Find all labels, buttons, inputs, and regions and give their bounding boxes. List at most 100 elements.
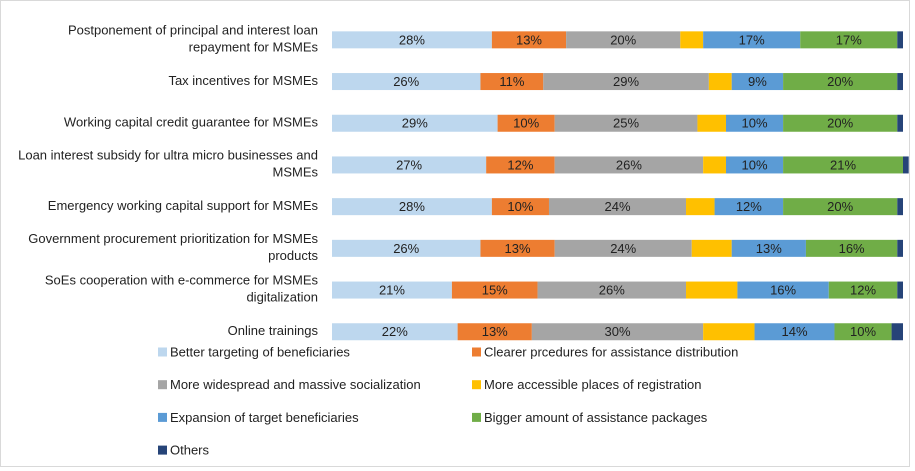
bar-segment bbox=[897, 239, 903, 257]
bar-segment bbox=[783, 73, 898, 91]
data-label: 27% bbox=[396, 157, 422, 172]
legend-label: Bigger amount of assistance packages bbox=[484, 410, 708, 425]
data-label: 26% bbox=[599, 282, 625, 297]
data-label: 10% bbox=[742, 157, 768, 172]
bar-segment bbox=[691, 239, 732, 257]
bar-segment bbox=[783, 156, 903, 174]
bar-segment bbox=[714, 198, 784, 216]
data-label: 13% bbox=[756, 241, 782, 256]
category-label: Postponement of principal and interest l… bbox=[68, 23, 319, 55]
data-label: 28% bbox=[399, 199, 425, 214]
legend-swatch bbox=[158, 445, 167, 455]
bar-segment bbox=[548, 198, 687, 216]
data-label: 29% bbox=[613, 74, 639, 89]
bar-segment bbox=[897, 198, 903, 216]
bar-segment bbox=[486, 156, 555, 174]
bar-segment bbox=[491, 198, 549, 216]
bar-segment bbox=[697, 114, 726, 132]
bar-segment bbox=[731, 239, 806, 257]
bar-segment bbox=[554, 239, 692, 257]
data-label: 10% bbox=[850, 324, 876, 339]
data-label: 26% bbox=[393, 241, 419, 256]
bar-segment bbox=[725, 156, 784, 174]
legend-swatch bbox=[158, 380, 167, 390]
legend-swatch bbox=[472, 347, 481, 357]
bar-segment bbox=[554, 114, 698, 132]
category-label: Government procurement prioritization fo… bbox=[28, 231, 318, 263]
bar-segment bbox=[554, 156, 704, 174]
bar-segment bbox=[332, 323, 458, 341]
bar-segment bbox=[897, 114, 903, 132]
bar-segment bbox=[897, 31, 903, 49]
data-label: 29% bbox=[402, 116, 428, 131]
bar-segment bbox=[897, 73, 903, 91]
bar-segment bbox=[451, 281, 538, 299]
bar-segment bbox=[480, 73, 544, 91]
bar-segment bbox=[834, 323, 892, 341]
data-label: 28% bbox=[399, 32, 425, 47]
data-label: 20% bbox=[610, 32, 636, 47]
bar-segment bbox=[897, 281, 903, 299]
data-label: 11% bbox=[499, 74, 524, 89]
bar-segment bbox=[680, 31, 704, 49]
data-label: 30% bbox=[604, 324, 630, 339]
data-label: 10% bbox=[507, 199, 533, 214]
bar-segment bbox=[537, 281, 687, 299]
bar-segment bbox=[805, 239, 898, 257]
legend-swatch bbox=[472, 412, 481, 422]
bar-segment bbox=[686, 198, 715, 216]
data-label: 13% bbox=[482, 324, 508, 339]
category-label: Working capital credit guarantee for MSM… bbox=[64, 115, 319, 130]
bar-segment bbox=[828, 281, 898, 299]
data-label: 16% bbox=[839, 241, 865, 256]
data-label: 12% bbox=[736, 199, 762, 214]
data-label: 14% bbox=[781, 324, 807, 339]
category-label: Loan interest subsidy for ultra micro bu… bbox=[18, 148, 318, 180]
legend-label: More accessible places of registration bbox=[484, 377, 702, 392]
legend-swatch bbox=[472, 380, 481, 390]
bar-segment bbox=[703, 323, 755, 341]
data-label: 16% bbox=[770, 282, 796, 297]
data-label: 21% bbox=[379, 282, 405, 297]
bar-segment bbox=[731, 73, 784, 91]
category-label: SoEs cooperation with e-commerce for MSM… bbox=[45, 273, 319, 305]
data-label: 13% bbox=[516, 32, 542, 47]
bar-segment bbox=[332, 198, 492, 216]
data-label: 17% bbox=[739, 32, 765, 47]
data-label: 20% bbox=[827, 74, 853, 89]
category-label: Online trainings bbox=[228, 323, 319, 338]
bar-segment bbox=[480, 239, 555, 257]
data-label: 9% bbox=[748, 74, 767, 89]
legend-label: Better targeting of beneficiaries bbox=[170, 344, 350, 359]
bar-segment bbox=[332, 73, 481, 91]
bar-segment bbox=[703, 156, 726, 174]
bar-segment bbox=[703, 31, 801, 49]
category-label: Tax incentives for MSMEs bbox=[168, 73, 318, 88]
data-label: 26% bbox=[393, 74, 419, 89]
data-label: 15% bbox=[482, 282, 508, 297]
data-label: 22% bbox=[382, 324, 408, 339]
data-label: 13% bbox=[505, 241, 531, 256]
data-label: 12% bbox=[850, 282, 876, 297]
bar-segment bbox=[332, 31, 492, 49]
data-label: 10% bbox=[742, 116, 768, 131]
bar-segment bbox=[566, 31, 681, 49]
bar-segment bbox=[800, 31, 898, 49]
bar-segment bbox=[686, 281, 738, 299]
data-label: 20% bbox=[827, 116, 853, 131]
bar-segment bbox=[332, 114, 498, 132]
bar-segment bbox=[332, 156, 487, 174]
data-label: 21% bbox=[830, 157, 856, 172]
bar-segment bbox=[332, 239, 481, 257]
legend-label: Others bbox=[170, 443, 210, 458]
bar-segment bbox=[754, 323, 835, 341]
data-label: 24% bbox=[604, 199, 630, 214]
bar-segment bbox=[491, 31, 567, 49]
legend-label: Clearer prcedures for assistance distrib… bbox=[484, 344, 738, 359]
bar-segment bbox=[903, 156, 909, 174]
legend-swatch bbox=[158, 347, 167, 357]
legend-swatch bbox=[158, 412, 167, 422]
legend-label: Expansion of target beneficiaries bbox=[170, 410, 359, 425]
bar-segment bbox=[783, 198, 898, 216]
